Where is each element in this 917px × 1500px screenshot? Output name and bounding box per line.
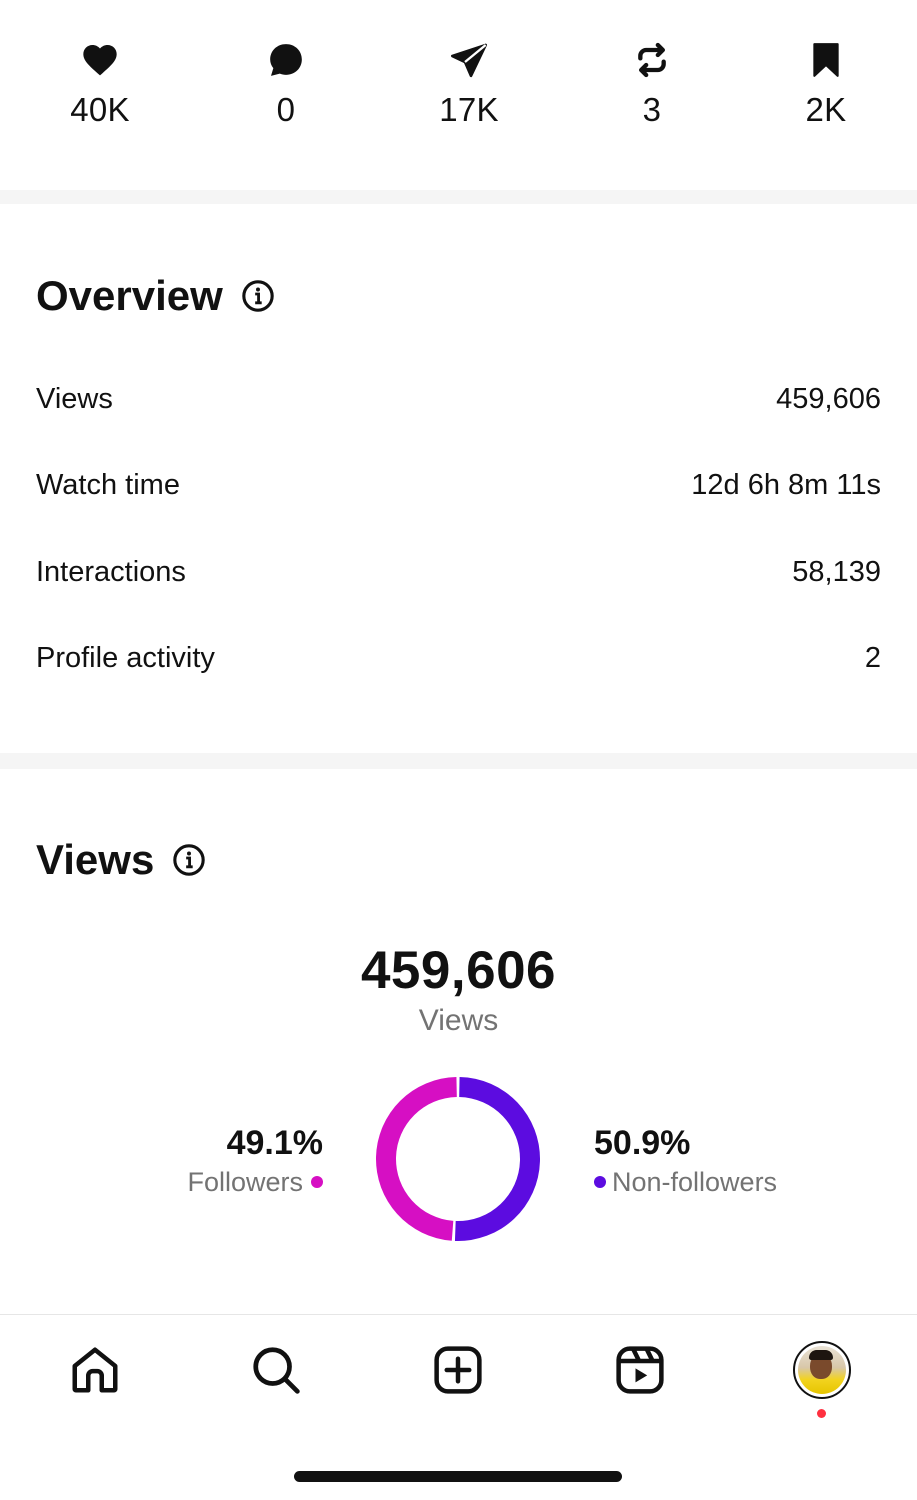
- bookmark-icon: [813, 43, 839, 77]
- likes-count: 40K: [70, 91, 130, 128]
- comments-stat[interactable]: 0: [216, 40, 356, 130]
- reposts-stat[interactable]: 3: [582, 40, 722, 130]
- nav-create[interactable]: [431, 1343, 485, 1397]
- overview-row-interactions[interactable]: Interactions 58,139: [36, 550, 881, 594]
- bottom-navigation: [0, 1314, 917, 1500]
- non-followers-legend-dot: [594, 1176, 606, 1188]
- info-icon[interactable]: [172, 843, 206, 877]
- row-value: 12d 6h 8m 11s: [691, 468, 881, 501]
- nav-reels[interactable]: [613, 1343, 667, 1397]
- row-value: 459,606: [776, 382, 881, 415]
- views-total-label: Views: [418, 1004, 499, 1037]
- notification-dot: [817, 1409, 826, 1418]
- overview-heading: Overview: [36, 272, 275, 320]
- engagement-stats: 40K 0 17K 3: [0, 0, 917, 190]
- nav-search[interactable]: [249, 1343, 303, 1397]
- reposts-count: 3: [642, 91, 662, 128]
- views-donut-chart: [376, 1077, 540, 1241]
- home-icon: [72, 1347, 118, 1393]
- overview-row-views: Views 459,606: [36, 377, 881, 421]
- donut-slice-non-followers: [454, 1077, 540, 1241]
- section-divider: [0, 190, 917, 204]
- overview-row-watch-time: Watch time 12d 6h 8m 11s: [36, 463, 881, 507]
- row-label: Views: [36, 382, 113, 415]
- followers-percent: 49.1%: [226, 1124, 323, 1162]
- views-total: 459,606: [360, 941, 557, 1000]
- likes-stat[interactable]: 40K: [30, 40, 170, 130]
- non-followers-label: Non-followers: [612, 1167, 778, 1197]
- donut-slice-followers: [376, 1077, 457, 1241]
- heart-icon: [83, 45, 117, 76]
- row-value: 2: [864, 641, 881, 674]
- saves-stat[interactable]: 2K: [756, 40, 896, 130]
- views-heading: Views: [36, 836, 206, 884]
- home-indicator[interactable]: [294, 1471, 622, 1482]
- shares-stat[interactable]: 17K: [399, 40, 539, 130]
- repost-icon: [638, 42, 666, 78]
- non-followers-legend: 50.9% Non-followers: [594, 1122, 777, 1200]
- followers-label: Followers: [187, 1167, 303, 1197]
- followers-legend: 49.1% Followers: [187, 1122, 323, 1200]
- avatar-photo: [798, 1346, 846, 1394]
- share-icon: [451, 43, 487, 78]
- create-icon: [434, 1346, 482, 1394]
- overview-row-profile-activity[interactable]: Profile activity 2: [36, 636, 881, 680]
- reels-icon: [616, 1346, 664, 1394]
- nav-home[interactable]: [68, 1343, 122, 1397]
- comment-icon: [270, 44, 302, 76]
- row-label: Interactions: [36, 555, 186, 588]
- saves-count: 2K: [805, 91, 847, 128]
- row-label: Watch time: [36, 468, 180, 501]
- profile-avatar[interactable]: [793, 1341, 851, 1399]
- followers-legend-dot: [311, 1176, 323, 1188]
- comments-count: 0: [276, 91, 296, 128]
- overview-title: Overview: [36, 272, 223, 319]
- non-followers-percent: 50.9%: [594, 1124, 691, 1162]
- info-icon[interactable]: [241, 279, 275, 313]
- search-icon: [253, 1347, 300, 1394]
- shares-count: 17K: [439, 91, 499, 128]
- section-divider: [0, 753, 917, 769]
- row-label: Profile activity: [36, 641, 215, 674]
- views-title: Views: [36, 836, 155, 883]
- row-value: 58,139: [792, 555, 881, 588]
